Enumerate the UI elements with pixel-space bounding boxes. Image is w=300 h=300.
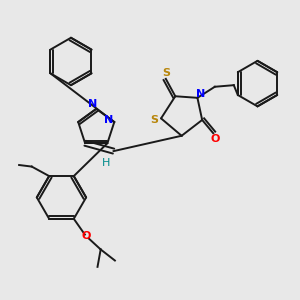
Text: N: N (104, 116, 113, 125)
Text: N: N (88, 99, 98, 109)
Text: N: N (196, 89, 205, 99)
Text: S: S (151, 115, 159, 125)
Text: O: O (210, 134, 220, 144)
Text: H: H (101, 158, 110, 168)
Text: S: S (162, 68, 170, 77)
Text: O: O (82, 231, 91, 241)
